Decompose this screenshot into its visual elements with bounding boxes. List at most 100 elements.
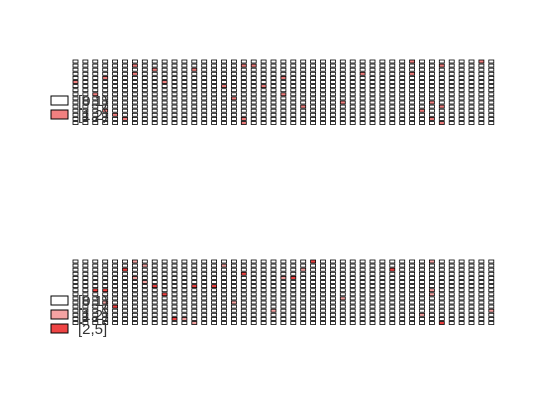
heatmap-cell [329,88,336,93]
heatmap-cell [369,121,376,125]
heatmap-cell [419,316,425,321]
heatmap-cell [191,63,198,68]
heatmap-cell [102,67,109,72]
heatmap-cell [221,267,227,272]
heatmap-cell [250,88,257,93]
heatmap-cell [141,92,148,97]
heatmap-cell [191,296,198,301]
heatmap-cell [359,271,366,276]
heatmap-cell [112,84,118,88]
heatmap-cell [201,321,208,325]
heatmap-cell [359,67,366,72]
heatmap-cell [379,275,386,280]
heatmap-cell [389,296,396,301]
heatmap-cell [448,267,455,272]
heatmap-cell [310,271,317,276]
heatmap-cell [211,96,218,101]
heatmap-cell [151,267,158,272]
heatmap-cell [300,292,307,297]
heatmap-cell [448,296,455,301]
heatmap-cell [82,263,89,268]
heatmap-cell [349,71,356,76]
heatmap-cell [221,288,227,293]
heatmap-cell [329,121,336,125]
heatmap-cell [458,296,465,301]
heatmap-cell [181,100,188,105]
heatmap-cell [379,71,386,76]
heatmap-cell [320,88,326,93]
heatmap-cell [369,312,376,317]
heatmap-cell [201,308,208,313]
heatmap-cell [458,316,465,321]
heatmap-cell [131,100,138,105]
heatmap-cell [171,271,178,276]
heatmap-cell [201,263,208,268]
heatmap-cell [280,71,287,76]
heatmap-cell [458,67,465,72]
heatmap-cell [300,321,307,325]
heatmap-cell [92,288,99,293]
heatmap-cell [72,296,79,301]
heatmap-cell [191,108,198,113]
heatmap-cell [270,108,277,113]
heatmap-cell [112,312,118,317]
heatmap-cell [438,308,445,313]
heatmap-cell [171,96,178,101]
heatmap-cell [171,88,178,93]
heatmap-cell [122,112,128,117]
heatmap-cell [230,59,237,64]
legend-label: [1,2) [78,307,108,324]
heatmap-cell [72,121,79,125]
heatmap-cell [448,67,455,72]
heatmap-cell [122,117,128,121]
heatmap-cell [82,300,89,305]
heatmap-cell [320,112,326,117]
heatmap-cell [102,84,109,88]
heatmap-cell [389,108,396,113]
heatmap-cell [72,84,79,88]
heatmap-cell [320,288,326,293]
heatmap-cell [181,271,188,276]
heatmap-cell [379,88,386,93]
heatmap-cell [270,288,277,293]
heatmap-cell [102,296,109,301]
heatmap-cell [379,76,386,80]
heatmap-cell [92,271,99,276]
heatmap-cell [329,284,336,289]
heatmap-cell [191,321,198,325]
heatmap-cell [428,284,435,289]
heatmap-cell [349,292,356,297]
heatmap-cell [468,59,475,64]
heatmap-cell [250,296,257,301]
heatmap-cell [230,271,237,276]
legend: [0,1)[1,2) [50,93,108,124]
heatmap-cell [458,284,465,289]
heatmap-cell [488,100,495,105]
heatmap-cell [399,59,406,64]
heatmap-cell [310,280,317,284]
heatmap-cell [389,259,396,264]
heatmap-cell [409,300,416,305]
heatmap-cell [112,80,118,84]
heatmap-cell [151,96,158,101]
heatmap-cell [280,100,287,105]
heatmap-cell [221,321,227,325]
heatmap-cell [488,71,495,76]
heatmap-cell [300,104,307,109]
heatmap-cell [161,121,168,125]
heatmap-cell [290,121,297,125]
heatmap-cell [369,321,376,325]
heatmap-cell [448,121,455,125]
heatmap-cell [359,316,366,321]
heatmap-cell [161,96,168,101]
heatmap-cell [141,312,148,317]
heatmap-cell [161,267,168,272]
heatmap-cell [488,280,495,284]
heatmap-cell [310,259,317,264]
heatmap-cell [448,112,455,117]
heatmap-cell [458,275,465,280]
heatmap-cell [458,96,465,101]
legend-key [50,95,69,106]
heatmap-cell [230,321,237,325]
heatmap-cell [92,296,99,301]
